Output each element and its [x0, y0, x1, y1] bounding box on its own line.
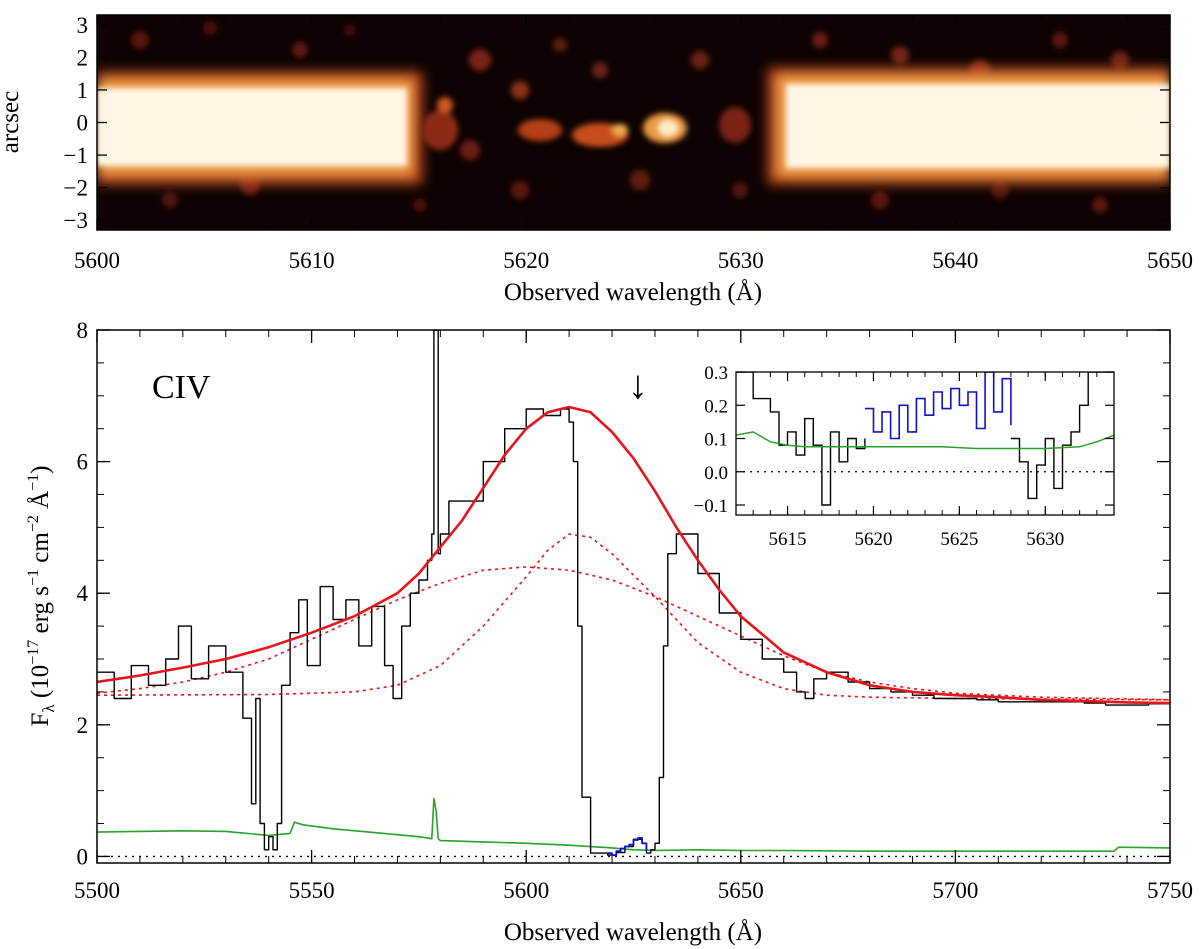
top-ytick-label: −1 [64, 143, 88, 168]
civ-label: CIV [152, 369, 211, 406]
inset-ytick-label: 0.0 [704, 463, 728, 484]
ylabel-mid3: Å [27, 491, 54, 515]
top-panel: 3 2 1 0 −1 −2 −3 5600 5610 5620 5630 5640 5650 arcs… [0, 13, 1193, 306]
top-xtick-label: 5620 [503, 248, 549, 273]
inset-ytick-label: −0.1 [694, 496, 728, 517]
main-xtick-label: 5500 [74, 878, 120, 903]
top-ytick-label: −3 [64, 208, 88, 233]
inset-series-absorbed-core [864, 372, 1012, 440]
main-ylabel: Fλ (10−17 erg s−1 cm−2 Å−1) [25, 466, 58, 727]
inset-xtick-label: 5625 [940, 529, 978, 550]
main-panel: 0 2 4 6 8 5500 5550 5600 5650 5700 5750 CIV ↓ Obs… [25, 318, 1193, 946]
series-absorbed-core [607, 837, 648, 856]
top-xtick-label: 5640 [932, 248, 978, 273]
top-ytick-label: 3 [77, 13, 89, 38]
top-ylabel: arcsec [0, 91, 24, 153]
inset-xtick-label: 5620 [854, 529, 892, 550]
inset-series-error [736, 431, 1114, 450]
top-ytick-label: 1 [77, 78, 89, 103]
ylabel-exp3: −2 [25, 515, 42, 532]
main-xtick-label: 5750 [1147, 878, 1193, 903]
top-ytick-label: 2 [77, 45, 89, 70]
main-xtick-label: 5550 [289, 878, 335, 903]
top-xtick-label: 5610 [289, 248, 335, 273]
top-y-axis: 3 2 1 0 −1 −2 −3 [64, 13, 1170, 233]
main-xtick-label: 5600 [503, 878, 549, 903]
ylabel-exp1: −17 [25, 640, 42, 665]
continuum-trace [97, 84, 1170, 168]
top-xlabel: Observed wavelength (Å) [504, 279, 762, 306]
inset-ytick-label: 0.3 [704, 363, 728, 384]
inset-plot-area [736, 372, 1114, 506]
spectrum-2d-image [97, 15, 1170, 230]
inset-y-axis: 0.3 0.2 0.1 0.0 −0.1 [694, 363, 1114, 517]
inset-ytick-label: 0.1 [704, 430, 728, 451]
main-ytick-label: 4 [77, 581, 89, 606]
ylabel-end: ) [27, 466, 54, 474]
main-ytick-label: 6 [77, 450, 89, 475]
top-ytick-label: −2 [64, 176, 88, 201]
ylabel-mid2: cm [27, 532, 54, 569]
ylabel-mid1: erg s [27, 586, 54, 640]
main-ytick-label: 8 [77, 318, 89, 343]
series-narrow-component [97, 533, 1170, 701]
ylabel-sub: λ [39, 704, 58, 713]
inset-ytick-label: 0.2 [704, 396, 728, 417]
top-xtick-label: 5600 [74, 248, 120, 273]
inset-xtick-label: 5630 [1026, 529, 1064, 550]
inset-x-axis: 5615 5620 5625 5630 [752, 372, 1115, 550]
main-ytick-label: 2 [77, 713, 89, 738]
inset-background [736, 372, 1114, 515]
inset-series-spectrum-red [1010, 372, 1114, 500]
main-ytick-label: 0 [77, 844, 89, 869]
ylabel-exp4: −1 [25, 474, 42, 491]
noise-speckles [131, 21, 1129, 213]
main-frame [96, 329, 1171, 864]
main-xtick-label: 5700 [932, 878, 978, 903]
top-ytick-label: 0 [77, 111, 89, 136]
series-total-fit [97, 405, 1170, 705]
series-observed-spectrum [97, 330, 1170, 856]
top-xtick-label: 5650 [1147, 248, 1193, 273]
main-y-axis: 0 2 4 6 8 [77, 318, 1170, 869]
inset-xtick-label: 5615 [769, 529, 807, 550]
series-broad-component [97, 566, 1170, 701]
trough-emission [422, 97, 751, 150]
ylabel-rest: (10 [27, 665, 54, 705]
ylabel-f: F [27, 713, 54, 727]
main-xlabel: Observed wavelength (Å) [504, 919, 762, 946]
top-x-axis: 5600 5610 5620 5630 5640 5650 [74, 15, 1193, 273]
top-xtick-label: 5630 [718, 248, 764, 273]
absorption-arrow-icon: ↓ [628, 362, 648, 407]
series-error-spectrum [97, 797, 1170, 852]
main-x-axis: 5500 5550 5600 5650 5700 5750 [74, 330, 1193, 903]
ylabel-exp2: −1 [25, 569, 42, 586]
main-plot-area [97, 330, 1170, 858]
main-xtick-label: 5650 [718, 878, 764, 903]
